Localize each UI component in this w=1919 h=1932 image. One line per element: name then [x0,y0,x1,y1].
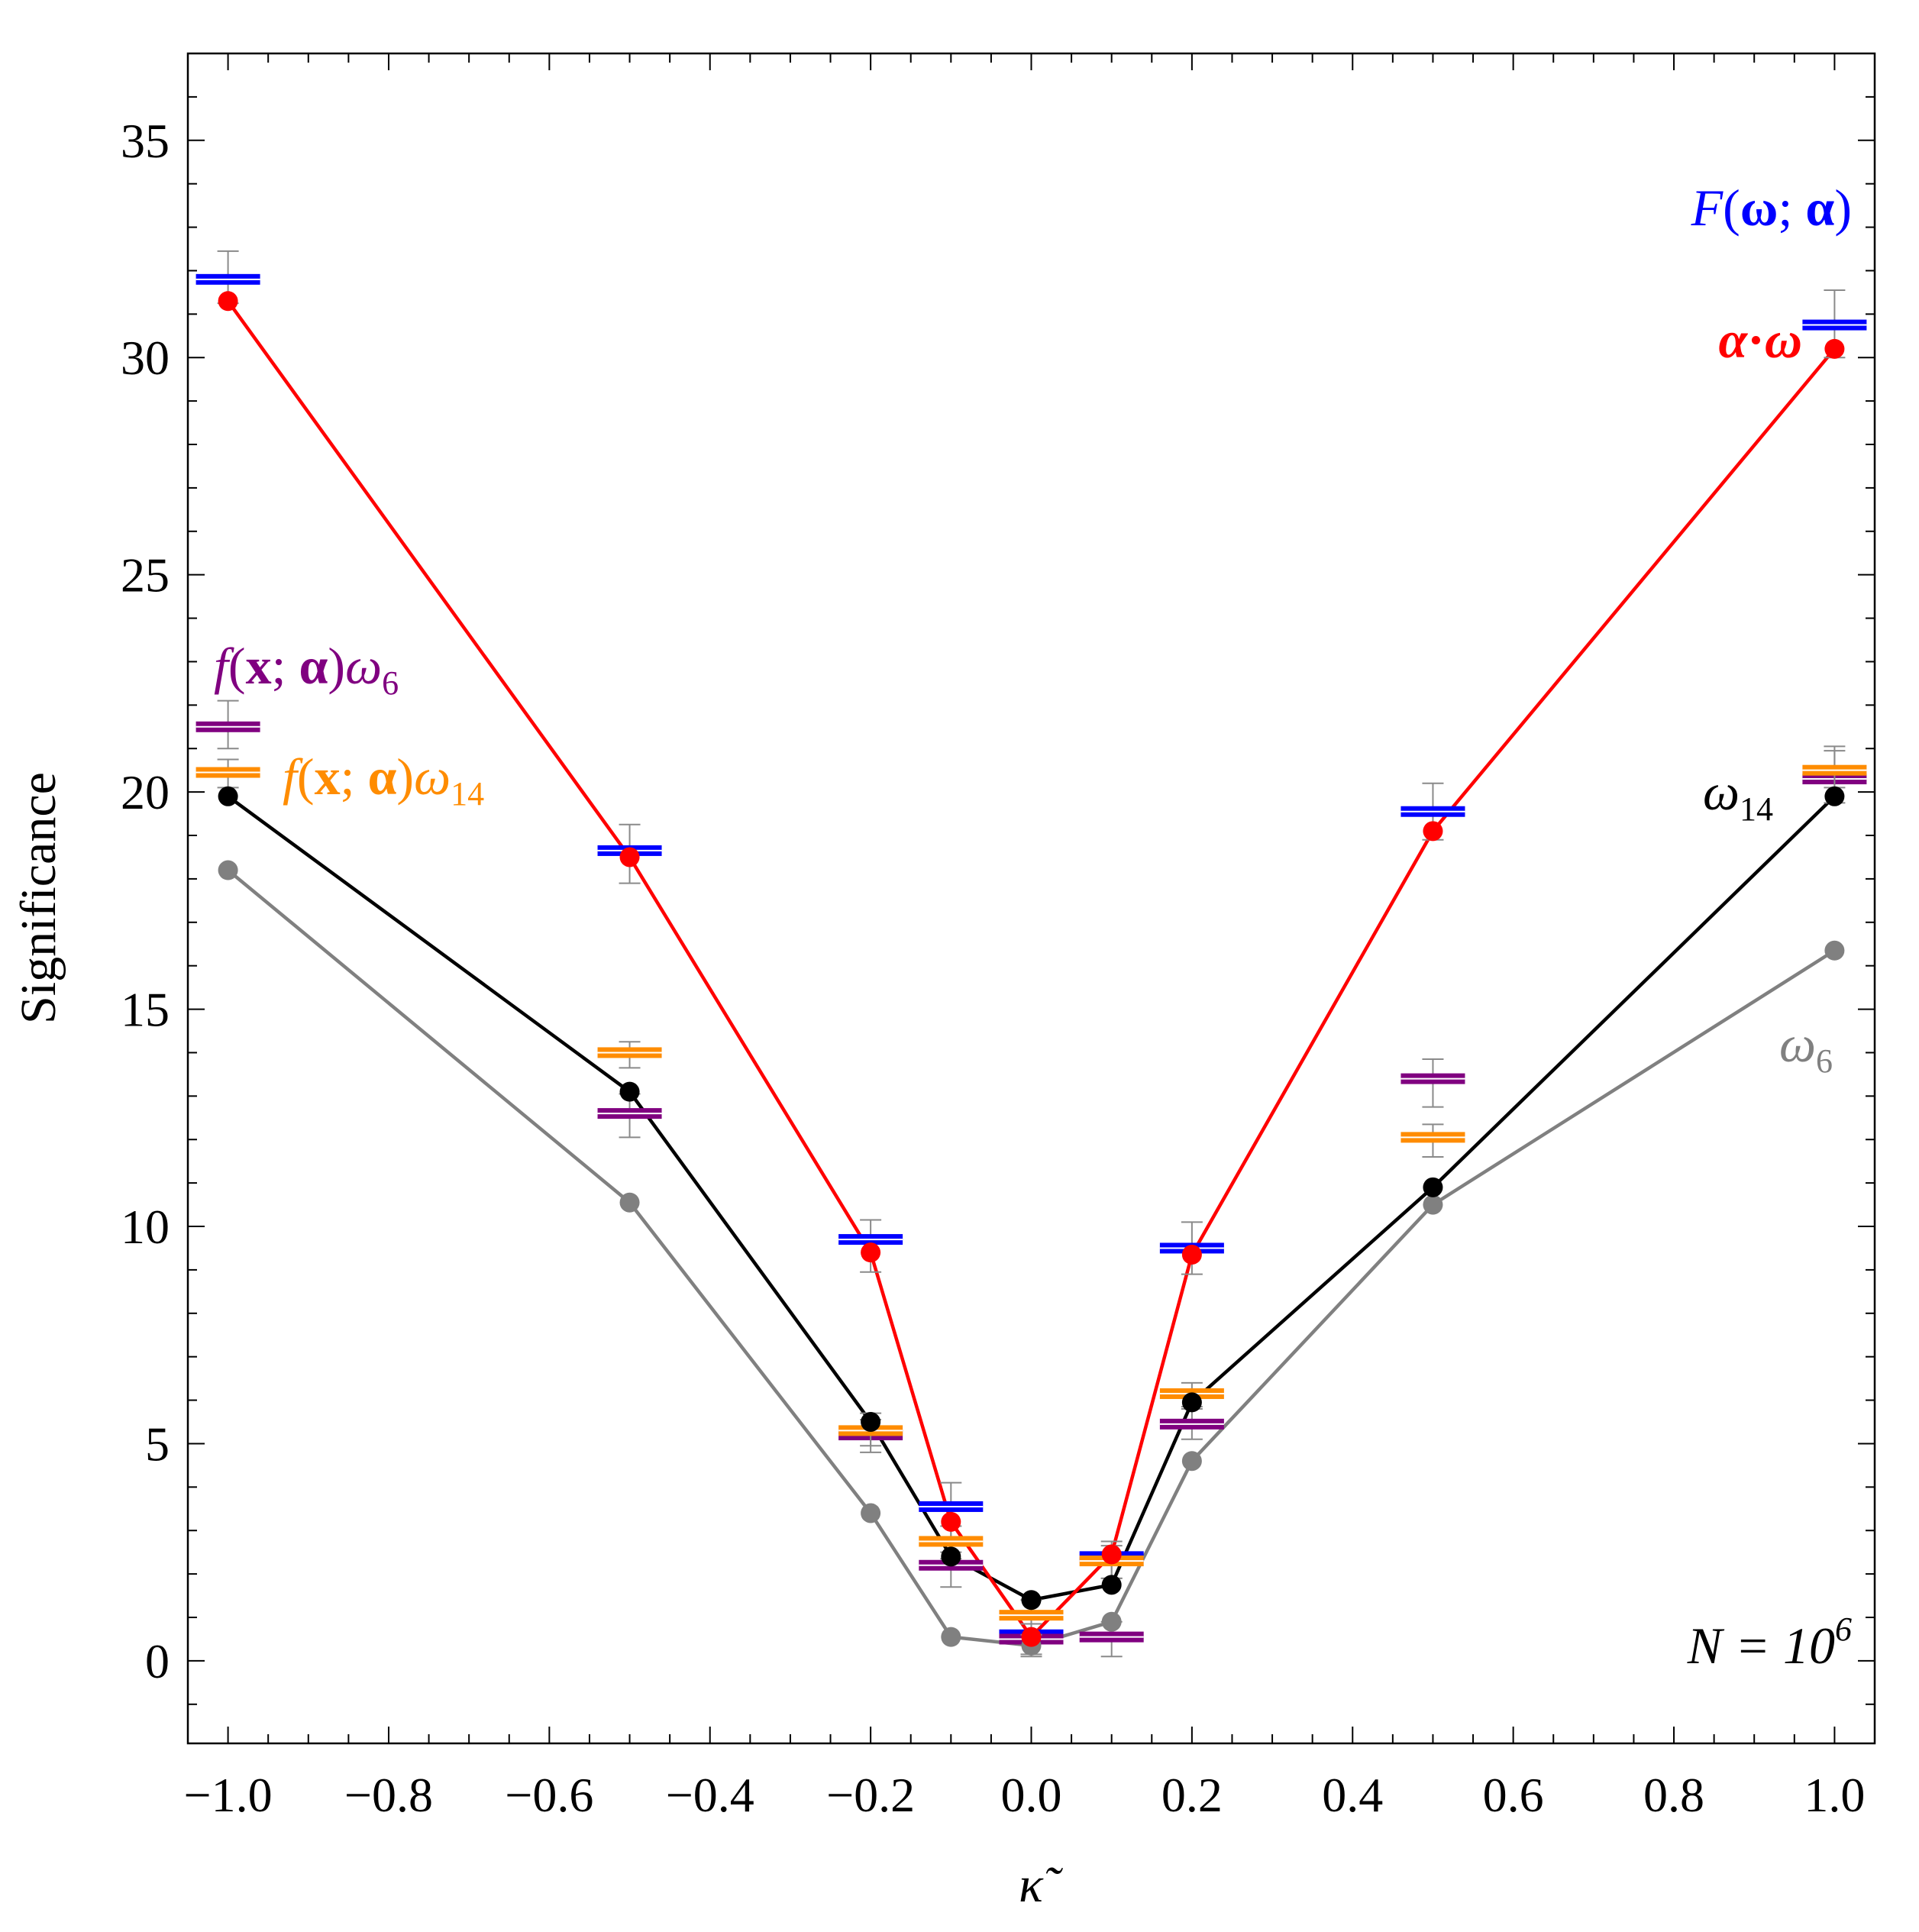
point-0-7 [1423,821,1443,842]
point-0-6 [1181,1244,1202,1265]
box-2-1 [597,1041,662,1069]
y-tick-label: 15 [121,983,170,1037]
y-tick-label: 30 [121,331,170,385]
point-1-5 [1101,1575,1122,1595]
x-tick-label: −0.8 [344,1768,433,1822]
y-axis-title: Significance [11,772,66,1024]
point-0-0 [218,291,238,312]
box-0-8 [1802,289,1867,359]
y-tick-label: 20 [121,765,170,819]
y-tick-label: 35 [121,114,170,168]
label-omega6: ω6 [1779,1015,1833,1080]
box-1-0 [195,699,260,750]
axis-ticks [187,53,1875,1743]
label-F-omega-alpha: F(ω; α) [1691,179,1852,237]
point-0-3 [941,1511,961,1532]
y-tick-label: 25 [121,548,170,603]
x-tick-label: 0.4 [1322,1768,1383,1822]
line-points [218,291,1845,1656]
point-2-0 [218,860,238,880]
x-tick-label: 1.0 [1804,1768,1865,1822]
sample-size-annotation: N = 106 [1687,1611,1852,1675]
point-1-8 [1824,786,1845,806]
box-1-1 [597,1093,662,1139]
point-1-1 [619,1081,640,1102]
x-tick-label: 0.8 [1643,1768,1704,1822]
x-tick-label: −0.6 [505,1768,593,1822]
point-0-8 [1824,338,1845,359]
y-tick-label: 5 [145,1417,170,1471]
box-2-7 [1400,1123,1465,1158]
point-2-6 [1181,1451,1202,1472]
point-1-6 [1181,1392,1202,1413]
series-line-1 [227,794,1836,1602]
series-line-2 [227,868,1836,1648]
point-2-3 [941,1627,961,1647]
box-2-0 [195,758,260,789]
point-0-2 [861,1242,881,1263]
point-1-3 [941,1546,961,1567]
plot-frame [186,52,1876,1745]
label-f-x-alpha-omega6: f(x; α)ω6 [214,637,399,702]
point-2-2 [861,1503,881,1523]
box-0-7 [1400,782,1465,841]
point-2-1 [619,1192,640,1213]
box-1-7 [1400,1058,1465,1108]
point-1-0 [218,786,238,806]
point-2-7 [1423,1194,1443,1215]
tick-labels: −1.0 −0.8 −0.6 −0.4 −0.2 0.0 0.2 0.4 0.6 0.8 1.0 0 5… [121,114,1865,1822]
point-2-8 [1824,940,1845,961]
point-0-1 [619,847,640,867]
x-axis-title: κ̃ [1019,1857,1064,1913]
label-alpha-dot-omega: α·ω [1719,311,1803,369]
y-tick-label: 10 [121,1200,170,1254]
x-tick-label: 0.2 [1161,1768,1223,1822]
x-tick-label: −1.0 [184,1768,273,1822]
point-1-7 [1423,1177,1443,1197]
label-omega14: ω14 [1703,763,1773,828]
x-tick-label: 0.0 [1001,1768,1062,1822]
point-1-2 [861,1412,881,1433]
point-0-5 [1101,1544,1122,1565]
box-series [195,250,1867,1658]
point-1-4 [1021,1590,1042,1611]
x-tick-label: −0.4 [666,1768,754,1822]
x-tick-label: 0.6 [1483,1768,1544,1822]
label-f-x-alpha-omega14: f(x; α)ω14 [283,748,484,813]
line-series [226,299,1837,1648]
point-0-4 [1021,1627,1042,1647]
point-2-5 [1101,1611,1122,1632]
series-line-0 [226,299,1837,1640]
x-tick-label: −0.2 [826,1768,915,1822]
y-tick-label: 0 [145,1634,170,1688]
